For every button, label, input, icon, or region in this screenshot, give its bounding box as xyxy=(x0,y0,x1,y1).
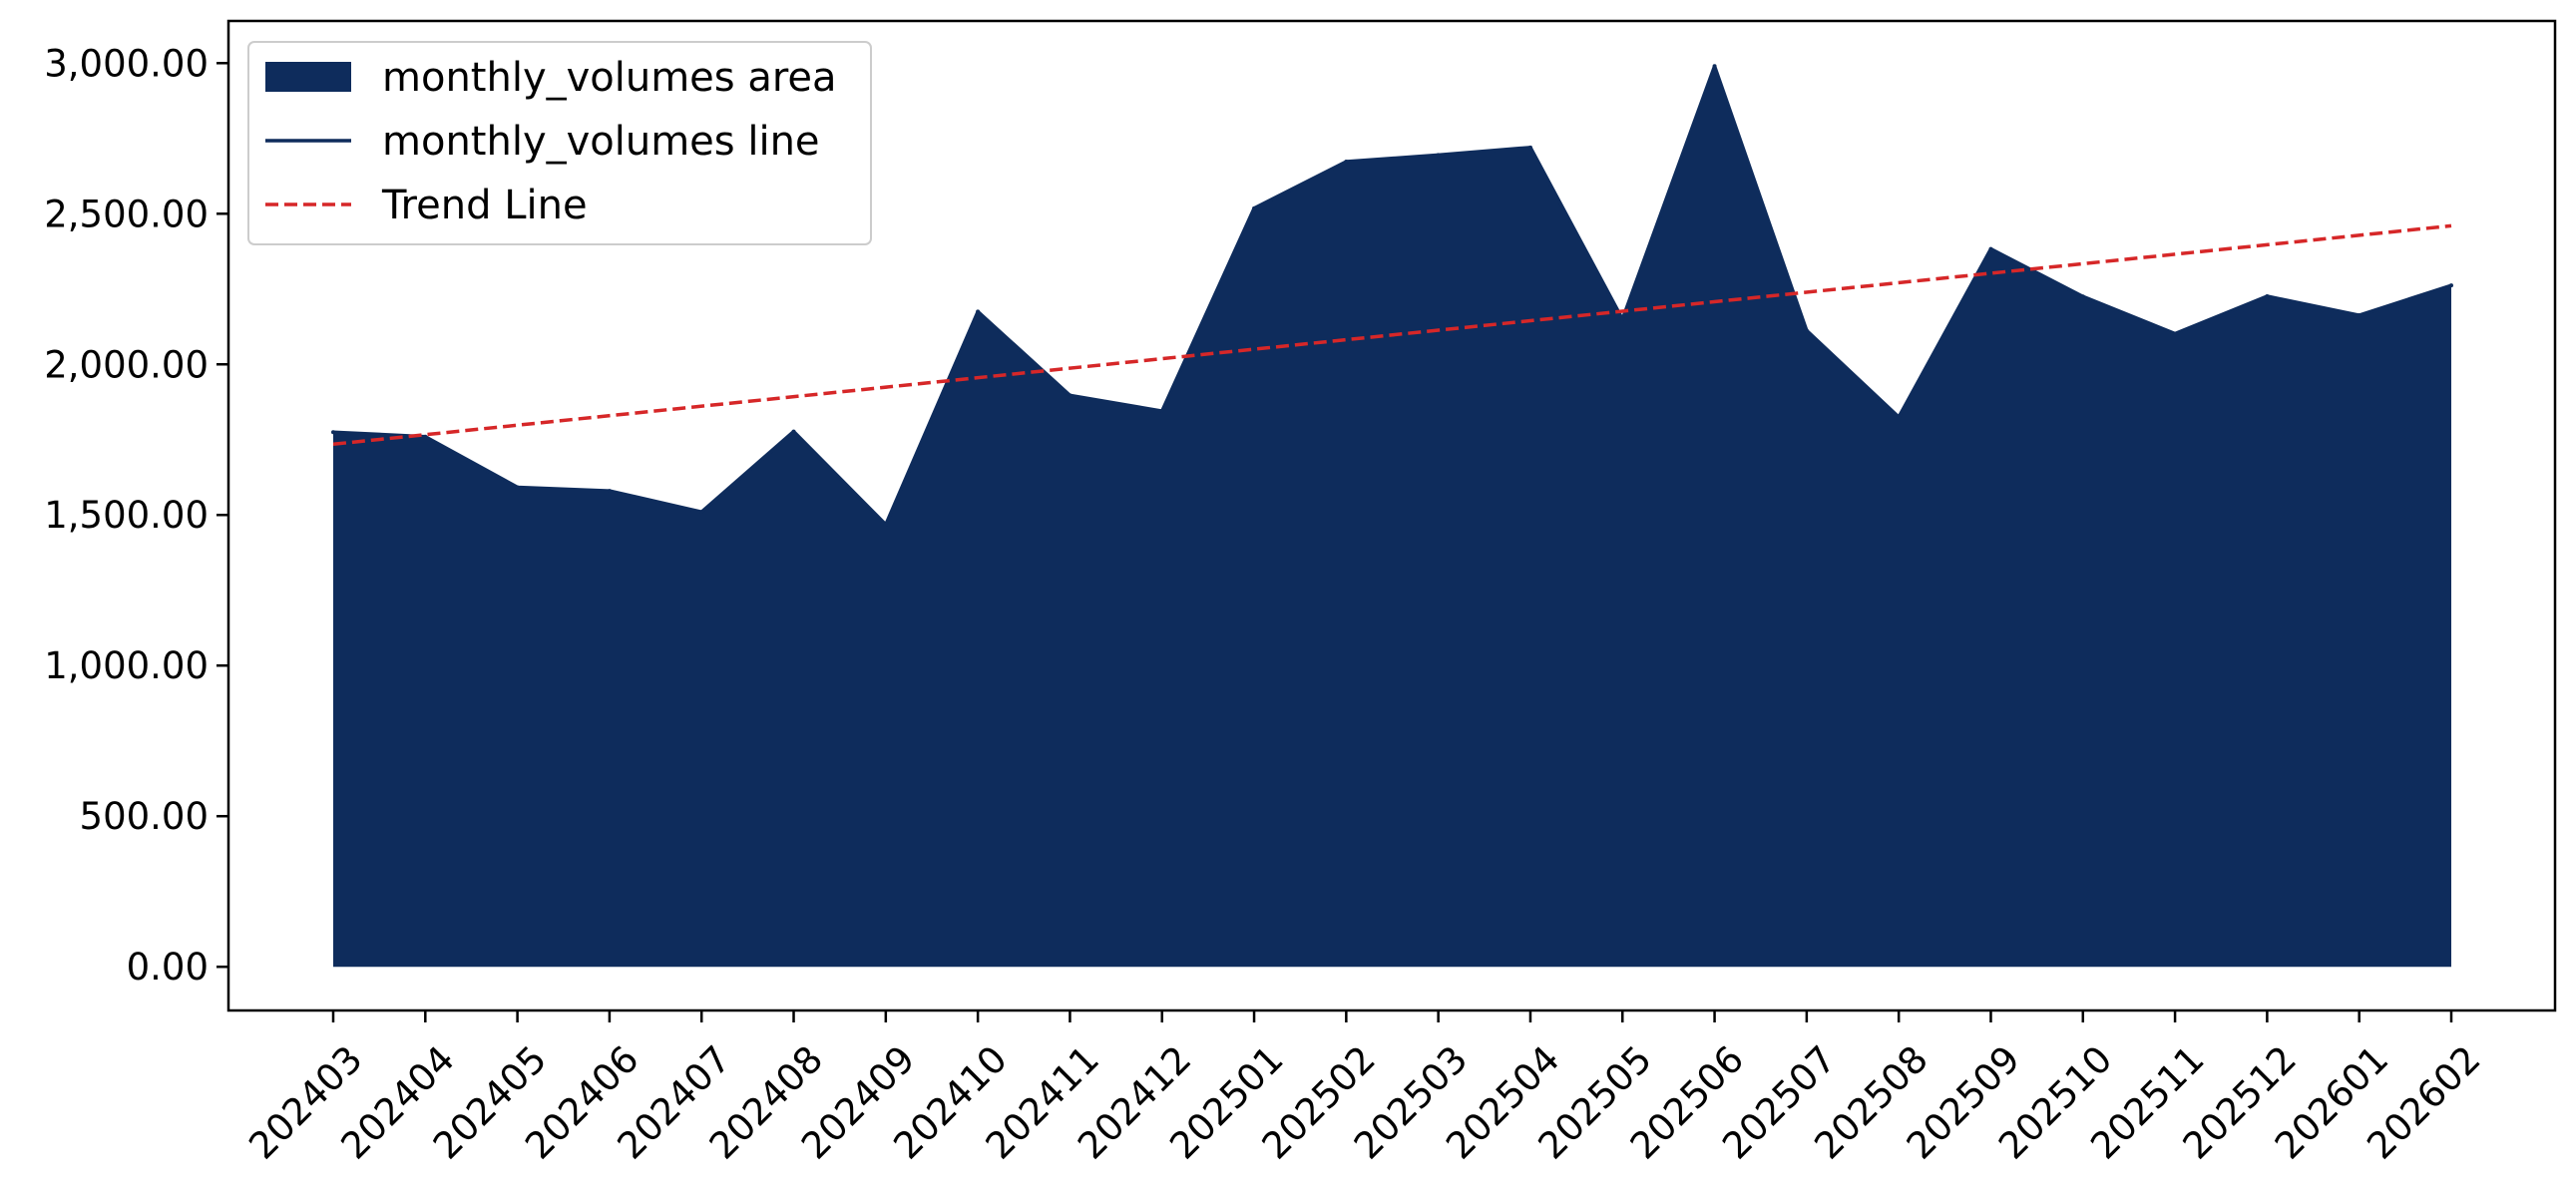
data-point xyxy=(2449,283,2453,288)
data-point xyxy=(1436,153,1441,158)
data-point xyxy=(2080,294,2085,299)
data-point xyxy=(515,485,520,490)
data-point xyxy=(1804,328,1809,333)
y-axis: 0.00 500.00 1,000.00 1,500.00 2,000.00 2,500.… xyxy=(44,42,228,989)
legend-label: monthly_volumes line xyxy=(382,119,820,165)
y-tick-label: 2,500.00 xyxy=(44,193,209,235)
area-series xyxy=(333,66,2451,968)
data-point xyxy=(1252,205,1257,210)
line-series xyxy=(332,64,2452,527)
trend-line xyxy=(332,223,2452,447)
legend-label: monthly_volumes area xyxy=(382,55,837,101)
data-point xyxy=(1988,246,1993,251)
data-point xyxy=(2265,294,2270,299)
legend-box xyxy=(247,41,872,245)
data-point xyxy=(2357,313,2361,318)
data-point xyxy=(331,430,335,435)
data-point xyxy=(1712,64,1717,69)
plot-area xyxy=(331,64,2453,968)
data-point xyxy=(607,489,612,494)
data-point xyxy=(699,510,704,515)
data-point xyxy=(1068,393,1073,398)
data-point xyxy=(1897,415,1902,420)
data-point xyxy=(1159,409,1164,414)
data-point xyxy=(1344,160,1349,165)
legend-swatch-area xyxy=(265,62,351,92)
y-tick-label: 1,000.00 xyxy=(44,644,209,687)
legend: monthly_volumes area monthly_volumes line… xyxy=(247,41,872,245)
y-tick-label: 3,000.00 xyxy=(44,42,209,85)
y-tick-label: 500.00 xyxy=(80,795,209,838)
data-point xyxy=(1527,145,1532,150)
data-point xyxy=(423,434,428,439)
y-tick-label: 0.00 xyxy=(127,946,209,989)
data-point xyxy=(883,522,888,527)
y-tick-label: 2,000.00 xyxy=(44,343,209,386)
data-point xyxy=(791,429,796,434)
data-point xyxy=(1620,316,1625,321)
axes-frame xyxy=(226,19,2557,1012)
legend-label: Trend Line xyxy=(381,183,588,228)
data-point xyxy=(2173,331,2178,336)
y-tick-label: 1,500.00 xyxy=(44,494,209,537)
data-point xyxy=(976,309,981,314)
